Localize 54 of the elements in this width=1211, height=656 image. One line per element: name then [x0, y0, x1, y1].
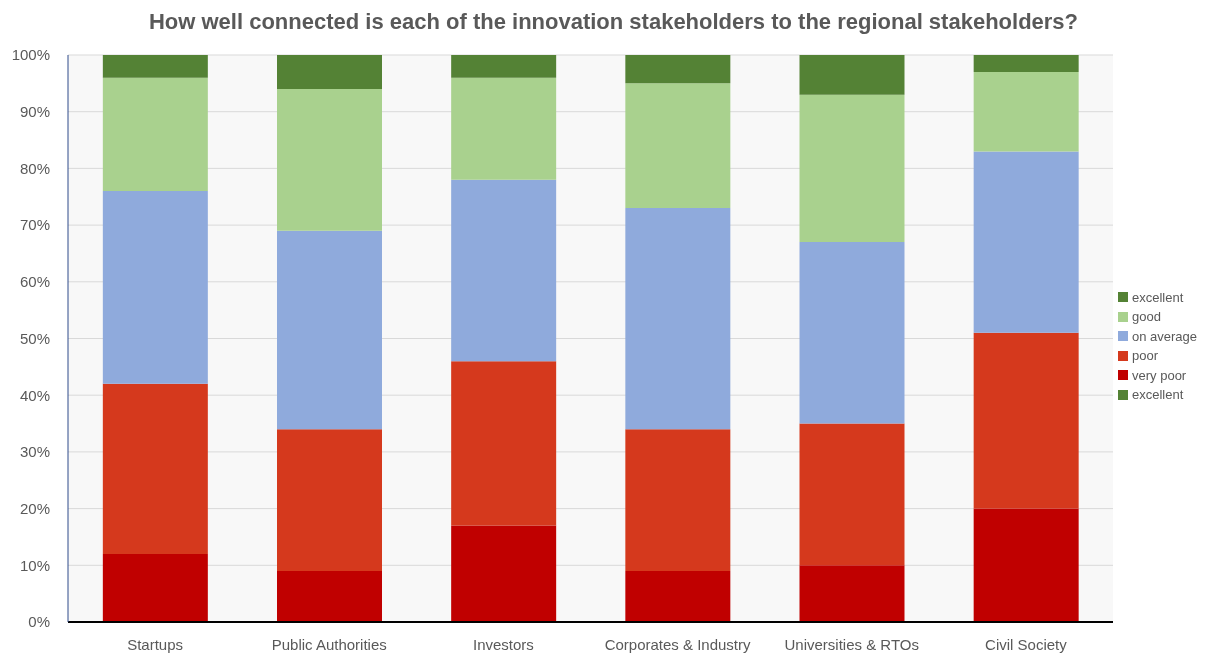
legend-label: very poor — [1132, 366, 1187, 385]
x-tick-label: Startups — [127, 635, 184, 653]
bar — [625, 55, 731, 84]
bar — [451, 55, 557, 78]
bar — [625, 570, 731, 622]
bar — [451, 179, 557, 362]
bar — [799, 423, 905, 566]
y-tick-label: 90% — [19, 103, 50, 121]
bar — [625, 208, 731, 430]
y-tick-label: 40% — [19, 386, 50, 404]
bar — [973, 72, 1079, 152]
y-tick-label: 20% — [19, 499, 50, 517]
chart-title: How well connected is each of the innovation stakeholders to the regional stakeholders? — [147, 9, 1080, 35]
bar — [973, 55, 1079, 73]
bar — [799, 94, 905, 243]
y-tick-label: 70% — [19, 216, 50, 234]
x-tick-label: Corporates & Industry — [604, 635, 752, 653]
y-tick-label: 50% — [19, 329, 50, 347]
legend-label: excellent — [1132, 288, 1184, 307]
bar — [973, 508, 1079, 622]
bar — [277, 89, 382, 231]
bar — [973, 332, 1079, 509]
bar — [102, 55, 208, 78]
bar — [277, 570, 382, 622]
y-tick-label: 100% — [11, 46, 50, 64]
bar — [451, 361, 557, 526]
legend-label: poor — [1132, 347, 1159, 365]
legend-label: on average — [1132, 327, 1198, 346]
y-tick-label: 0% — [28, 613, 50, 631]
bar — [277, 55, 382, 90]
bar — [625, 429, 731, 571]
bar — [102, 77, 208, 192]
bar — [973, 151, 1079, 333]
legend-label: good — [1132, 308, 1161, 326]
bar — [799, 242, 905, 424]
y-tick-label: 30% — [19, 443, 50, 461]
y-tick-label: 80% — [19, 159, 50, 177]
bar — [102, 383, 208, 554]
bar — [451, 77, 557, 180]
x-tick-label: Civil Society — [985, 635, 1068, 653]
y-tick-label: 10% — [19, 556, 50, 574]
x-tick-label: Investors — [472, 635, 534, 653]
bar — [799, 55, 905, 95]
bar — [799, 565, 905, 622]
bar — [102, 191, 208, 384]
bar — [277, 230, 382, 430]
bar — [451, 525, 557, 622]
y-tick-label: 60% — [19, 273, 50, 291]
legend-label: excellent — [1132, 386, 1184, 404]
x-tick-label: Public Authorities — [271, 635, 387, 653]
x-tick-label: Universities & RTOs — [784, 635, 919, 653]
bar — [277, 429, 382, 571]
bar — [625, 83, 731, 209]
bar — [102, 553, 208, 622]
